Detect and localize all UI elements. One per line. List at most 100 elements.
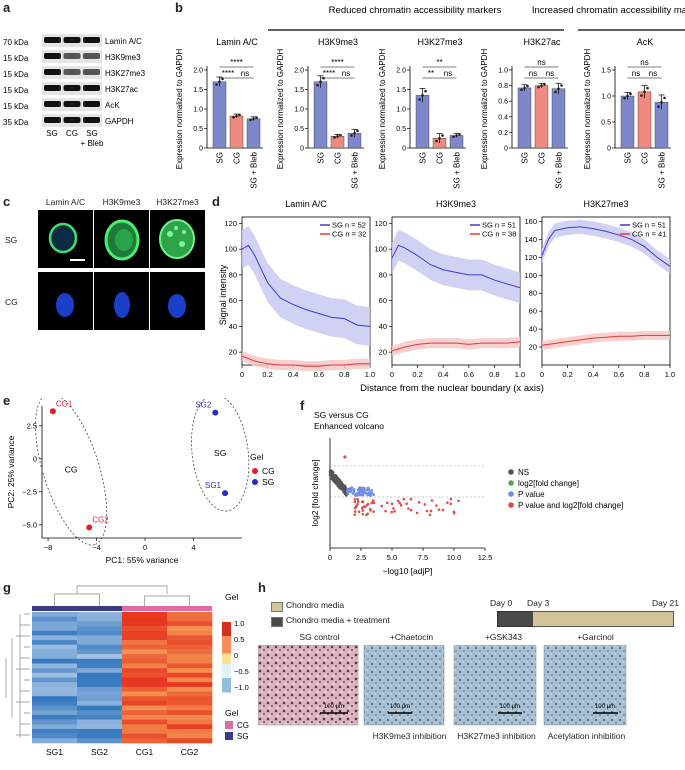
profile-ytick-label: 60: [529, 307, 537, 316]
blot-kda-label: 15 kDa: [3, 86, 29, 95]
heatmap-dendrogram-left: [5, 613, 30, 738]
bar: [212, 81, 227, 149]
histo-title-1: +Chaetocin: [389, 632, 434, 642]
volcano-title: SG versus CG: [314, 410, 369, 420]
significance-label: ns: [537, 58, 545, 67]
colorbar-tick-label: 0: [234, 651, 238, 660]
bar-ytick-label: 0.5: [396, 126, 406, 133]
blot-kda-label: 70 kDa: [3, 38, 29, 47]
bar-point: [316, 83, 319, 87]
volcano-point-pfc: [353, 510, 357, 513]
pca-legend-dot: [252, 479, 258, 485]
increased-markers-heading: Increased chromatin accessibility marker…: [532, 5, 685, 16]
bar-xtick-label: SG: [624, 152, 633, 164]
bar-chart-3: H3K27ac Expression normalized to GAPDH 0 0.…: [480, 37, 568, 189]
heatmap-column-label: CG2: [181, 747, 199, 757]
heatmap-panel: SG1 SG2 CG1 CG2 1.0 0.5 0 −0.5 −1.0 Gel Gel CG SG: [5, 585, 249, 757]
panel-letter-b: b: [175, 0, 183, 15]
profile-ytick-label: 60: [379, 296, 387, 305]
bar-point: [646, 86, 649, 90]
bar-charts-panel: Reduced chromatin accessibility markers …: [175, 5, 685, 189]
profile-band: [392, 229, 520, 304]
heatmap-legend-label: CG: [237, 721, 249, 730]
volcano-point-pfc: [366, 512, 370, 516]
blot-band: [63, 69, 81, 75]
heatmap-cell: [77, 626, 123, 632]
blot-protein-label: H3K27me3: [105, 69, 146, 78]
volcano-point-ns: [334, 476, 338, 480]
volcano-point-pfc: [343, 455, 347, 459]
pca-point-label: CG1: [56, 399, 73, 408]
blot-protein-label: GAPDH: [105, 117, 134, 126]
heatmap-cell: [32, 644, 78, 650]
bar-chart-ylabel: Expression normalized to GAPDH: [276, 49, 285, 170]
profile-legend-label: SG n = 51: [632, 221, 666, 230]
heatmap-cell: [122, 649, 168, 655]
bar-ytick-label: 1.5: [193, 87, 203, 94]
heatmap-cell: [32, 630, 78, 636]
histo-scale-2: 100 μm: [500, 704, 520, 710]
bar-ytick-label: 0.4: [498, 114, 508, 121]
heatmap-cell: [167, 682, 213, 688]
blot-band: [63, 53, 81, 59]
profile-ytick-label: 20: [229, 348, 237, 357]
micro-cg-lamin: [38, 272, 93, 330]
heatmap-cell: [77, 691, 123, 697]
heatmap-cell: [32, 724, 78, 730]
profile-chart-1: H3K9me3 0 0.2 0.4 0.6 0.8 1.0 20 40 60 80 100 120 SG …: [374, 199, 525, 379]
bar-ytick-label: 1.0: [396, 107, 406, 114]
volcano-point-p: [350, 486, 354, 490]
significance-label: ****: [323, 69, 335, 78]
blot-band: [63, 101, 81, 107]
profile-line: [541, 226, 671, 267]
significance-label: ns: [444, 69, 452, 78]
bar-point: [238, 113, 241, 117]
volcano-point-pfc: [390, 502, 394, 506]
volcano-point-pfc: [407, 507, 410, 510]
histo-caption-1: H3K9me3 inhibition: [372, 731, 447, 741]
volcano-point-pfc: [415, 511, 419, 515]
micro-cg-h3k9me3: [94, 272, 149, 330]
volcano-point-ns: [335, 482, 339, 486]
heatmap-cell: [32, 658, 78, 664]
volcano-xtick-label: 10.0: [447, 553, 462, 562]
heatmap-cell: [122, 691, 168, 697]
heatmap-cell: [77, 640, 123, 646]
heatmap-cell: [77, 686, 123, 692]
heatmap-cell: [122, 714, 168, 720]
heatmap-gel-title: Gel: [225, 708, 238, 718]
bar-ytick-label: 0.5: [294, 126, 304, 133]
significance-label: ****: [222, 69, 234, 78]
volcano-point-p: [362, 489, 366, 493]
volcano-point-pfc: [452, 511, 456, 515]
pca-xtick-label: −4: [92, 543, 101, 552]
heatmap-cell: [77, 630, 123, 636]
pca-xtick-label: 0: [143, 543, 147, 552]
bar-point: [435, 139, 438, 143]
histo-image-chaetocin: 100 μm: [363, 645, 445, 726]
heatmap-cell: [167, 630, 213, 636]
bar-chart-title: AcK: [637, 37, 654, 47]
heatmap-cell: [32, 738, 78, 744]
volcano-point-p: [357, 491, 361, 495]
profile-ytick-label: 100: [374, 245, 387, 254]
volcano-point-ns: [338, 486, 342, 490]
bar-xtick-label: SG + Bleb: [555, 151, 564, 188]
profile-xtick-label: 0.8: [339, 370, 349, 379]
bar-point: [336, 135, 339, 138]
volcano-point-pfc: [371, 500, 375, 503]
bar-ytick-label: 1.5: [601, 68, 611, 75]
volcano-point-pfc: [390, 510, 394, 514]
volcano-point-pfc: [363, 505, 367, 509]
heatmap-cell: [122, 654, 168, 660]
bar-point: [249, 118, 252, 122]
heatmap-cell: [77, 710, 123, 716]
bar: [415, 95, 430, 149]
heatmap-cell: [32, 621, 78, 627]
bar-xtick-label: SG: [317, 152, 326, 164]
pca-ytick-label: 0: [33, 454, 37, 463]
significance-label: ns: [342, 69, 350, 78]
reduced-markers-heading: Reduced chromatin accessibility markers: [329, 5, 502, 16]
bar-chart-4: AcK Expression normalized to GAPDH 0 0.5 1.0…: [583, 37, 671, 189]
